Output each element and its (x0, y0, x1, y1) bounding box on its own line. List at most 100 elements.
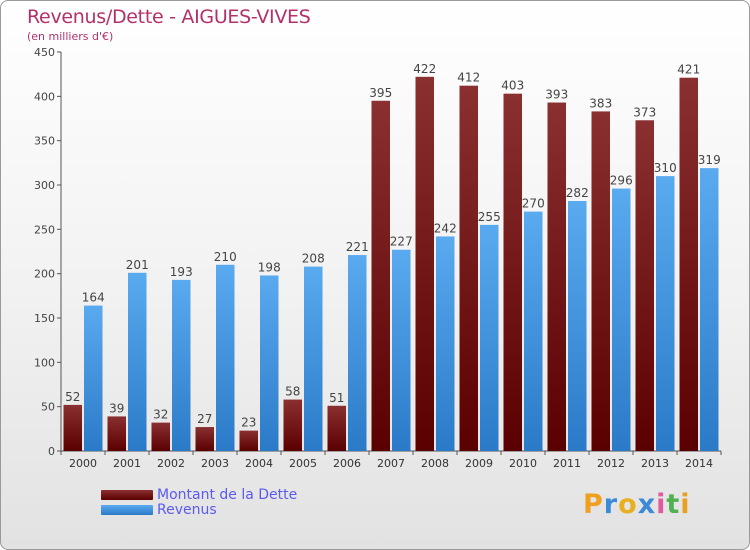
logo-letter: P (583, 489, 604, 520)
bar-revenus (260, 275, 279, 451)
data-label-revenus: 296 (610, 174, 633, 188)
bar-dette (239, 430, 258, 451)
bar-dette (415, 76, 434, 452)
bar-dette (63, 404, 82, 451)
bar-revenus (524, 211, 543, 451)
bars (63, 76, 719, 452)
x-tick-label: 2007 (377, 457, 405, 470)
chart-title: Revenus/Dette - AIGUES-VIVES (27, 6, 311, 28)
data-label-dette: 403 (501, 79, 524, 93)
bar-dette (591, 111, 610, 451)
bar-dette (503, 93, 522, 451)
data-label-dette: 412 (457, 71, 480, 85)
data-label-revenus: 319 (698, 153, 721, 167)
logo-letter: t (666, 489, 681, 520)
data-label-revenus: 201 (126, 258, 149, 272)
x-tick-label: 2010 (509, 457, 537, 470)
data-label-dette: 39 (109, 401, 124, 415)
x-tick-label: 2000 (69, 457, 97, 470)
bar-dette (283, 399, 302, 451)
data-label-revenus: 193 (170, 265, 193, 279)
y-tick-label: 400 (34, 90, 55, 103)
bar-dette (635, 120, 654, 452)
data-label-dette: 395 (369, 86, 392, 100)
data-label-revenus: 208 (302, 252, 325, 266)
bar-revenus (348, 255, 367, 451)
y-tick-label: 100 (34, 356, 55, 369)
bar-revenus (392, 249, 411, 451)
y-tick-label: 450 (34, 46, 55, 59)
data-label-revenus: 210 (214, 250, 237, 264)
bar-dette (371, 100, 390, 452)
data-label-dette: 58 (285, 385, 300, 399)
data-label-dette: 27 (197, 412, 212, 426)
x-tick-label: 2011 (553, 457, 581, 470)
data-labels: 52 164 39 201 32 193 27 210 23 198 58 208 51 221 395 22… (65, 62, 721, 430)
data-label-revenus: 164 (82, 291, 105, 305)
x-tick-label: 2005 (289, 457, 317, 470)
bar-revenus (128, 272, 147, 451)
data-label-revenus: 227 (390, 235, 413, 249)
x-tick-label: 2013 (641, 457, 669, 470)
bar-revenus (612, 188, 631, 451)
data-label-dette: 393 (545, 88, 568, 102)
data-label-dette: 32 (153, 408, 168, 422)
y-tick-label: 50 (41, 401, 55, 414)
x-tick-label: 2012 (597, 457, 625, 470)
data-label-dette: 51 (329, 391, 344, 405)
legend-label-revenus: Revenus (157, 502, 217, 518)
x-tick-label: 2006 (333, 457, 361, 470)
y-tick-label: 300 (34, 179, 55, 192)
bar-revenus (216, 264, 235, 451)
bar-revenus (568, 200, 587, 451)
x-tick-label: 2008 (421, 457, 449, 470)
data-label-dette: 421 (677, 63, 700, 77)
bar-dette (327, 405, 346, 451)
y-tick-label: 200 (34, 268, 55, 281)
data-label-dette: 383 (589, 96, 612, 110)
bar-dette (459, 85, 478, 452)
data-label-revenus: 270 (522, 197, 545, 211)
legend-swatch-revenus (101, 505, 153, 515)
logo-letter: o (618, 489, 638, 520)
data-label-revenus: 242 (434, 221, 457, 235)
data-label-revenus: 310 (654, 161, 677, 175)
logo-letter: x (637, 489, 657, 520)
logo-letter: i (656, 489, 667, 520)
legend-swatch-dette (101, 490, 153, 500)
bar-dette (195, 427, 214, 451)
logo-letter: i (680, 489, 691, 520)
chart-subtitle: (en milliers d'€) (27, 30, 114, 43)
data-label-revenus: 221 (346, 240, 369, 254)
bar-dette (679, 77, 698, 452)
x-tick-label: 2002 (157, 457, 185, 470)
data-label-dette: 373 (633, 105, 656, 119)
data-label-dette: 52 (65, 390, 80, 404)
x-tick-label: 2009 (465, 457, 493, 470)
bar-revenus (436, 236, 455, 451)
bar-revenus (700, 168, 719, 452)
data-label-revenus: 255 (478, 210, 501, 224)
bar-revenus (84, 305, 103, 451)
bar-revenus (172, 279, 191, 451)
bar-revenus (480, 224, 499, 451)
y-tick-label: 250 (34, 223, 55, 236)
proxiti-logo: Proxiti (583, 489, 691, 520)
x-tick-label: 2001 (113, 457, 141, 470)
y-tick-label: 150 (34, 312, 55, 325)
bar-dette (107, 416, 126, 451)
data-label-revenus: 282 (566, 186, 589, 200)
x-tick-label: 2003 (201, 457, 229, 470)
legend-label-dette: Montant de la Dette (157, 487, 298, 503)
logo-letter: r (603, 489, 619, 520)
axes: 0 50 100 150 200 250 300 350 400 450 2000 2001 2002 2… (34, 46, 722, 470)
data-label-dette: 23 (241, 416, 256, 430)
data-label-dette: 422 (413, 62, 436, 76)
y-tick-label: 0 (48, 445, 55, 458)
data-label-revenus: 198 (258, 260, 281, 274)
x-tick-label: 2014 (685, 457, 713, 470)
bar-dette (151, 422, 170, 451)
x-tick-label: 2004 (245, 457, 273, 470)
